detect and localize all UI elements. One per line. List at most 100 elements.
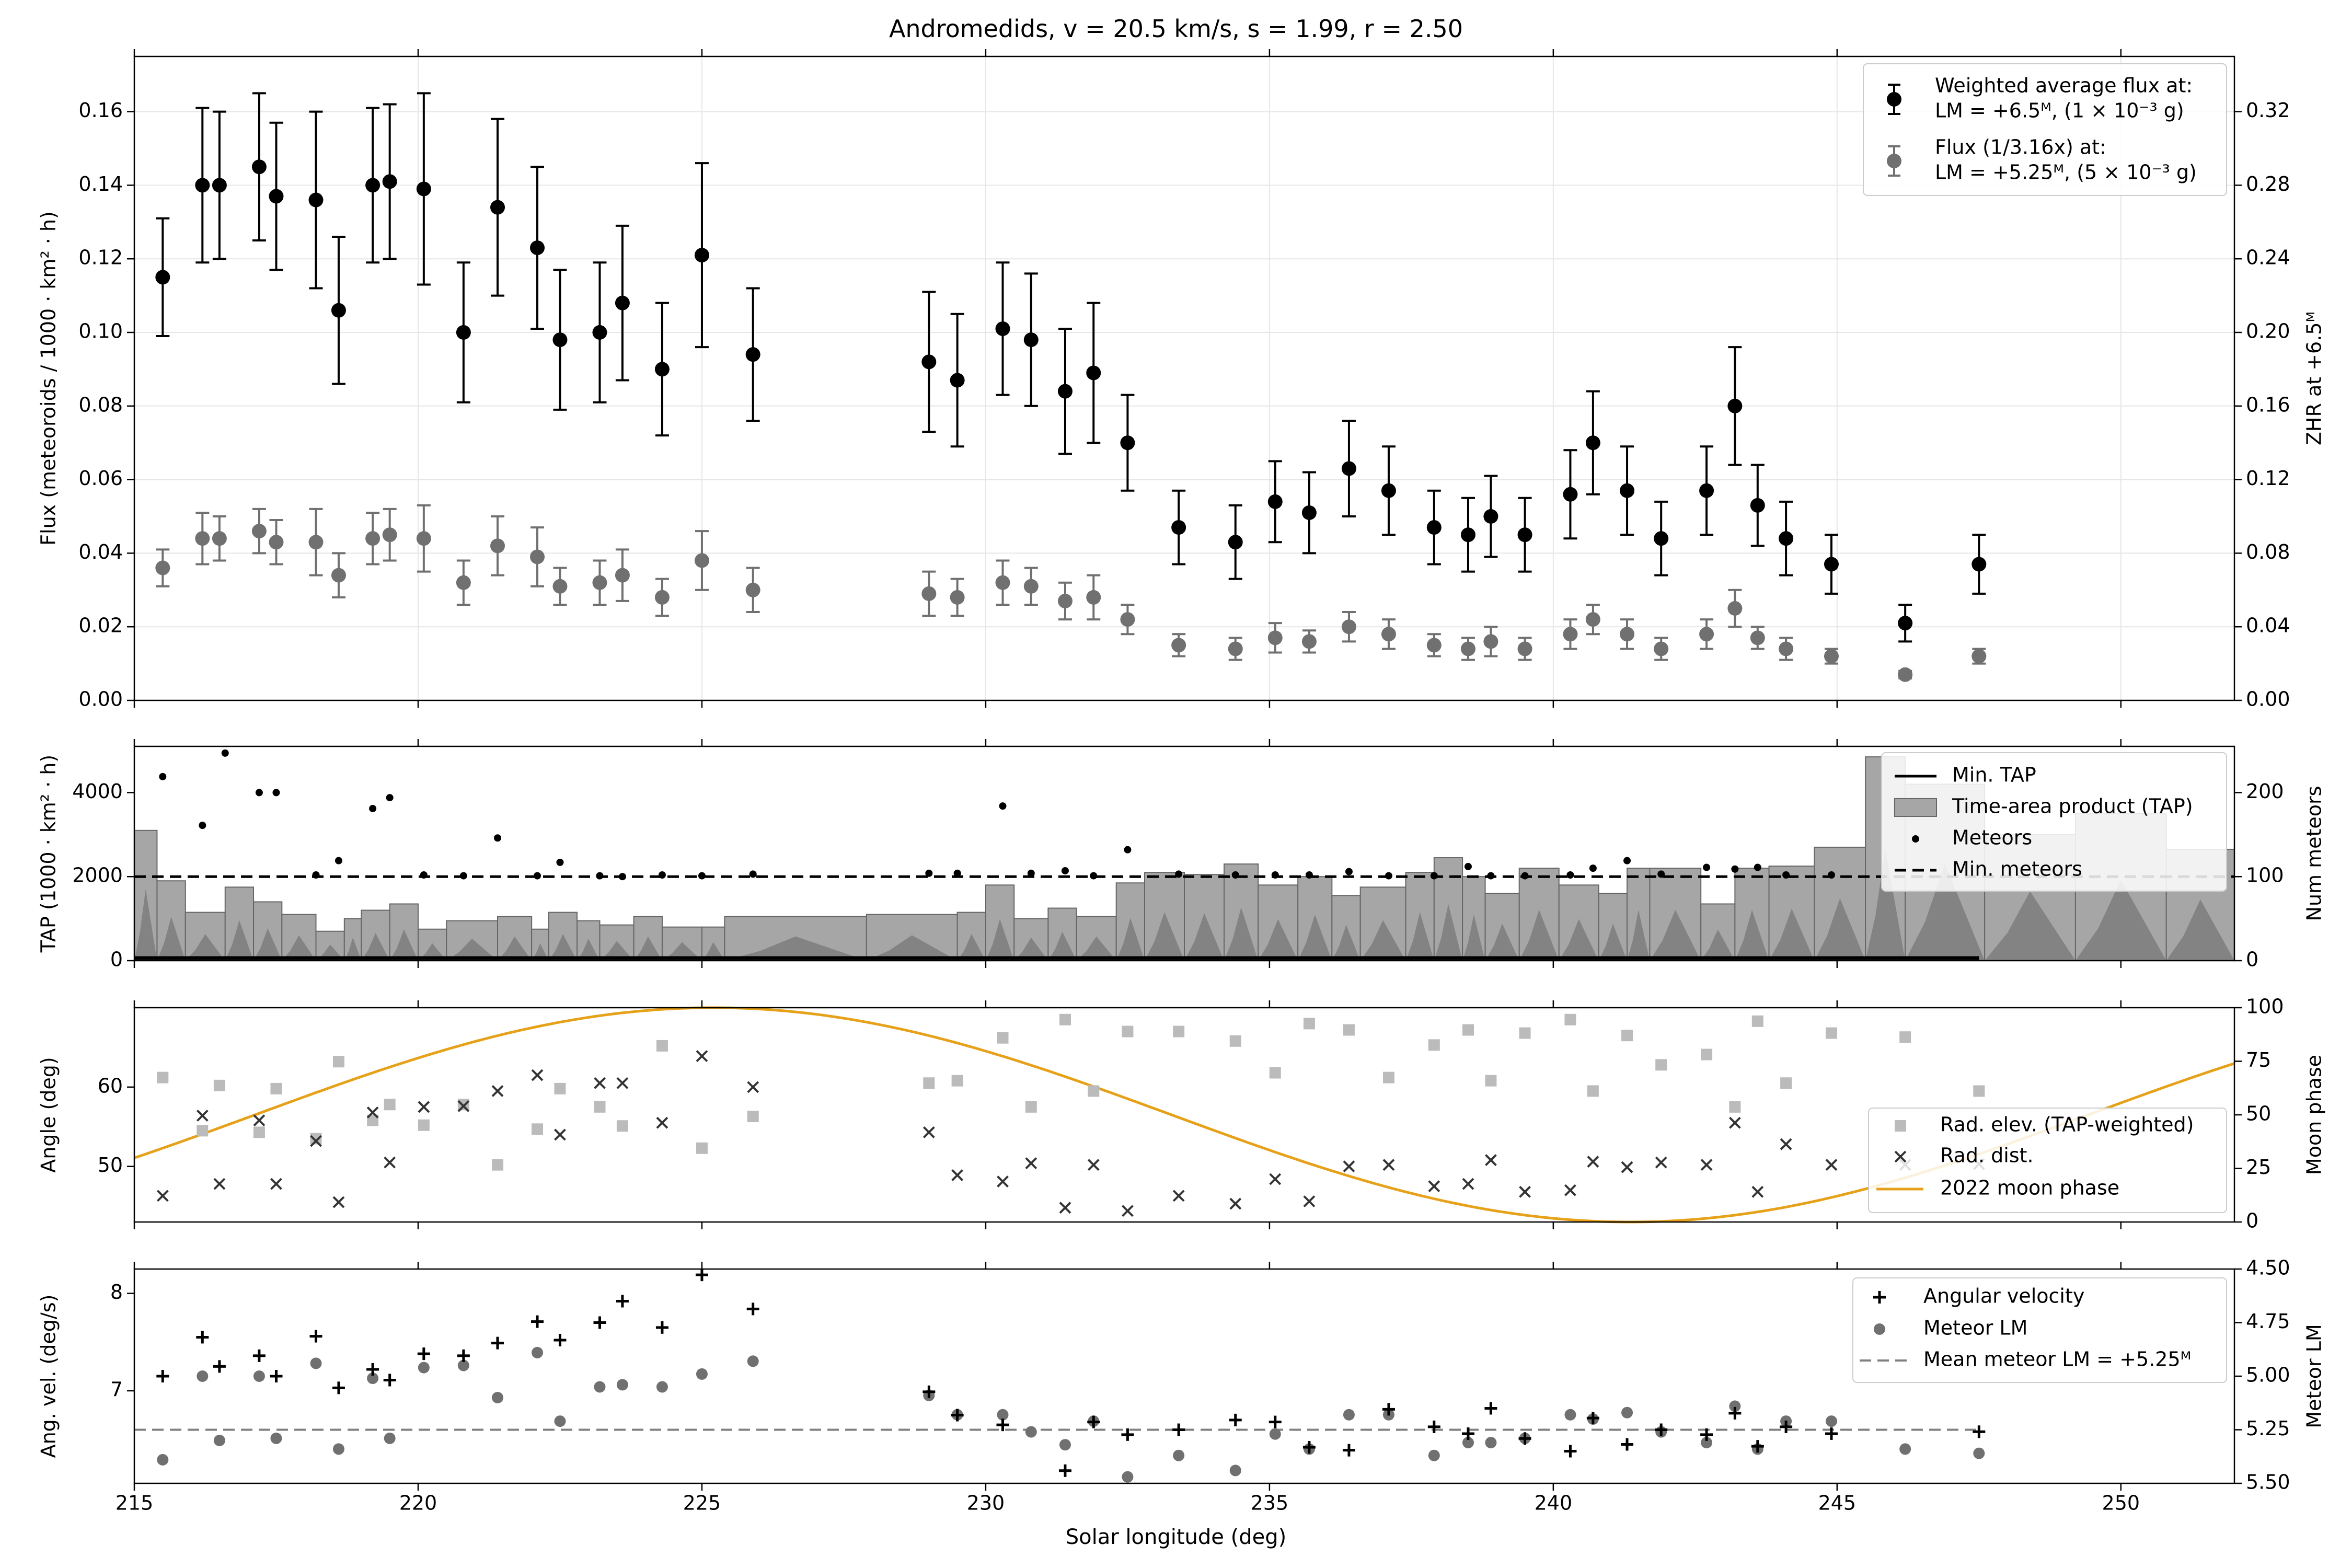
rad-dist-point bbox=[554, 1128, 566, 1141]
rad-dist-stroke bbox=[384, 1156, 396, 1169]
rad-dist-point bbox=[1229, 1197, 1242, 1210]
rad-dist-point bbox=[1728, 1116, 1741, 1129]
rad-dist-point bbox=[418, 1101, 430, 1113]
flux-lm525-point bbox=[269, 535, 284, 550]
panel-0-frame bbox=[133, 55, 2235, 701]
tap-detail bbox=[498, 936, 532, 961]
angular-velocity-point bbox=[1518, 1432, 1531, 1445]
legend-label: Rad. elev. (TAP-weighted) bbox=[1940, 1113, 2194, 1136]
rad-elev-point bbox=[1343, 1024, 1355, 1036]
tap-detail bbox=[253, 928, 282, 961]
legend-flux bbox=[1863, 63, 2227, 196]
rad-dist-stroke bbox=[253, 1114, 266, 1127]
flux-lm525-point bbox=[1563, 627, 1578, 642]
rad-dist-stroke bbox=[1059, 1202, 1071, 1214]
meteor-count-point bbox=[534, 872, 541, 880]
flux-lm525-point bbox=[331, 568, 346, 583]
rad-elev-point bbox=[213, 1079, 225, 1091]
flux-lm525-point bbox=[1023, 579, 1039, 594]
angular-velocity-point bbox=[996, 1419, 1009, 1432]
flux-point bbox=[1426, 520, 1442, 535]
y2-axis-label: ZHR at +6.5ᴹ bbox=[2303, 312, 2326, 445]
tap-detail bbox=[985, 919, 1014, 961]
rad-dist-point bbox=[696, 1050, 708, 1063]
meteor-count-point bbox=[369, 804, 377, 812]
legend-label-line2: LM = +6.5ᴹ, (1 × 10⁻³ g) bbox=[1935, 99, 2184, 122]
flux-point bbox=[212, 178, 227, 193]
legend-marker bbox=[1887, 92, 1901, 107]
flux-lm525-point bbox=[1779, 641, 1794, 656]
rad-dist-stroke bbox=[1087, 1159, 1100, 1171]
rad-dist-stroke bbox=[1428, 1180, 1440, 1193]
meteor-count-point bbox=[494, 834, 502, 842]
angular-velocity-point bbox=[213, 1360, 226, 1373]
rad-elev-point bbox=[1303, 1018, 1315, 1030]
rad-elev-point bbox=[1519, 1027, 1531, 1039]
rad-dist-stroke bbox=[554, 1128, 566, 1141]
angular-velocity-point bbox=[1229, 1413, 1242, 1426]
rad-dist-stroke bbox=[1700, 1159, 1713, 1171]
meteor-lm-point bbox=[1825, 1415, 1837, 1427]
y2-tick-label: 100 bbox=[2246, 864, 2284, 887]
flux-point bbox=[1460, 527, 1475, 543]
rad-dist-stroke bbox=[656, 1116, 668, 1129]
rad-dist-point bbox=[923, 1126, 935, 1138]
legend-marker bbox=[1887, 154, 1901, 168]
rad-elev-point bbox=[997, 1032, 1009, 1044]
rad-dist-point bbox=[1269, 1173, 1282, 1185]
tap-detail bbox=[2166, 899, 2234, 961]
meteor-count-point bbox=[1124, 846, 1132, 854]
rad-dist-stroke bbox=[156, 1190, 169, 1202]
flux-lm525-point bbox=[1585, 612, 1600, 627]
tap-detail bbox=[1405, 912, 1434, 961]
flux-lm525-point bbox=[1228, 641, 1243, 656]
flux-point bbox=[1654, 531, 1669, 546]
tap-detail bbox=[1905, 863, 1985, 961]
legend-label: Angular velocity bbox=[1923, 1285, 2084, 1308]
rad-elev-point bbox=[1229, 1035, 1241, 1047]
meteor-lm-point bbox=[253, 1370, 265, 1382]
meteor-lm-point bbox=[1729, 1400, 1741, 1412]
rad-dist-stroke bbox=[1751, 1185, 1764, 1198]
meteor-lm-point bbox=[532, 1346, 544, 1358]
rad-dist-stroke bbox=[1172, 1190, 1185, 1202]
flux-point bbox=[694, 248, 709, 263]
rad-dist-point bbox=[594, 1077, 606, 1089]
flux-point bbox=[490, 200, 505, 215]
flux-point bbox=[592, 325, 607, 340]
flux-lm525-point bbox=[195, 531, 210, 546]
meteor-lm-point bbox=[1428, 1449, 1440, 1461]
rad-dist-point bbox=[531, 1069, 544, 1081]
legend-marker bbox=[1895, 1120, 1906, 1132]
rad-elev-point bbox=[554, 1082, 566, 1094]
meteor-count-point bbox=[1231, 871, 1239, 879]
flux-lm525-point bbox=[615, 568, 630, 583]
y-axis-label: Angle (deg) bbox=[37, 1057, 60, 1173]
angular-velocity-point bbox=[1973, 1425, 1986, 1438]
flux-lm525-point bbox=[1267, 630, 1283, 645]
tap-detail bbox=[1076, 936, 1116, 961]
x-tick-label: 230 bbox=[967, 1492, 1005, 1515]
flux-lm525-point bbox=[308, 535, 324, 550]
legend-label: 2022 moon phase bbox=[1940, 1177, 2119, 1200]
rad-dist-stroke bbox=[457, 1100, 470, 1112]
flux-lm525-point bbox=[382, 527, 397, 543]
flux-lm525-point bbox=[1460, 641, 1475, 656]
meteor-count-point bbox=[1731, 865, 1739, 873]
rad-elev-point bbox=[367, 1114, 379, 1126]
angular-velocity-point bbox=[1780, 1420, 1793, 1433]
flux-point bbox=[1971, 557, 1987, 572]
y2-tick-label: 0.32 bbox=[2246, 99, 2290, 122]
flux-lm525-point bbox=[1824, 649, 1839, 664]
meteor-lm-point bbox=[594, 1381, 606, 1393]
meteor-lm-point bbox=[1462, 1437, 1474, 1449]
meteor-lm-point bbox=[1564, 1409, 1576, 1421]
meteor-count-point bbox=[459, 872, 467, 880]
rad-dist-stroke bbox=[997, 1175, 1009, 1187]
rad-dist-point bbox=[1700, 1159, 1713, 1171]
rad-dist-point bbox=[213, 1178, 226, 1190]
meteor-count-point bbox=[1566, 871, 1574, 879]
y-tick-label: 2000 bbox=[72, 864, 123, 887]
rad-dist-stroke bbox=[1343, 1160, 1355, 1173]
meteor-count-point bbox=[420, 871, 428, 879]
